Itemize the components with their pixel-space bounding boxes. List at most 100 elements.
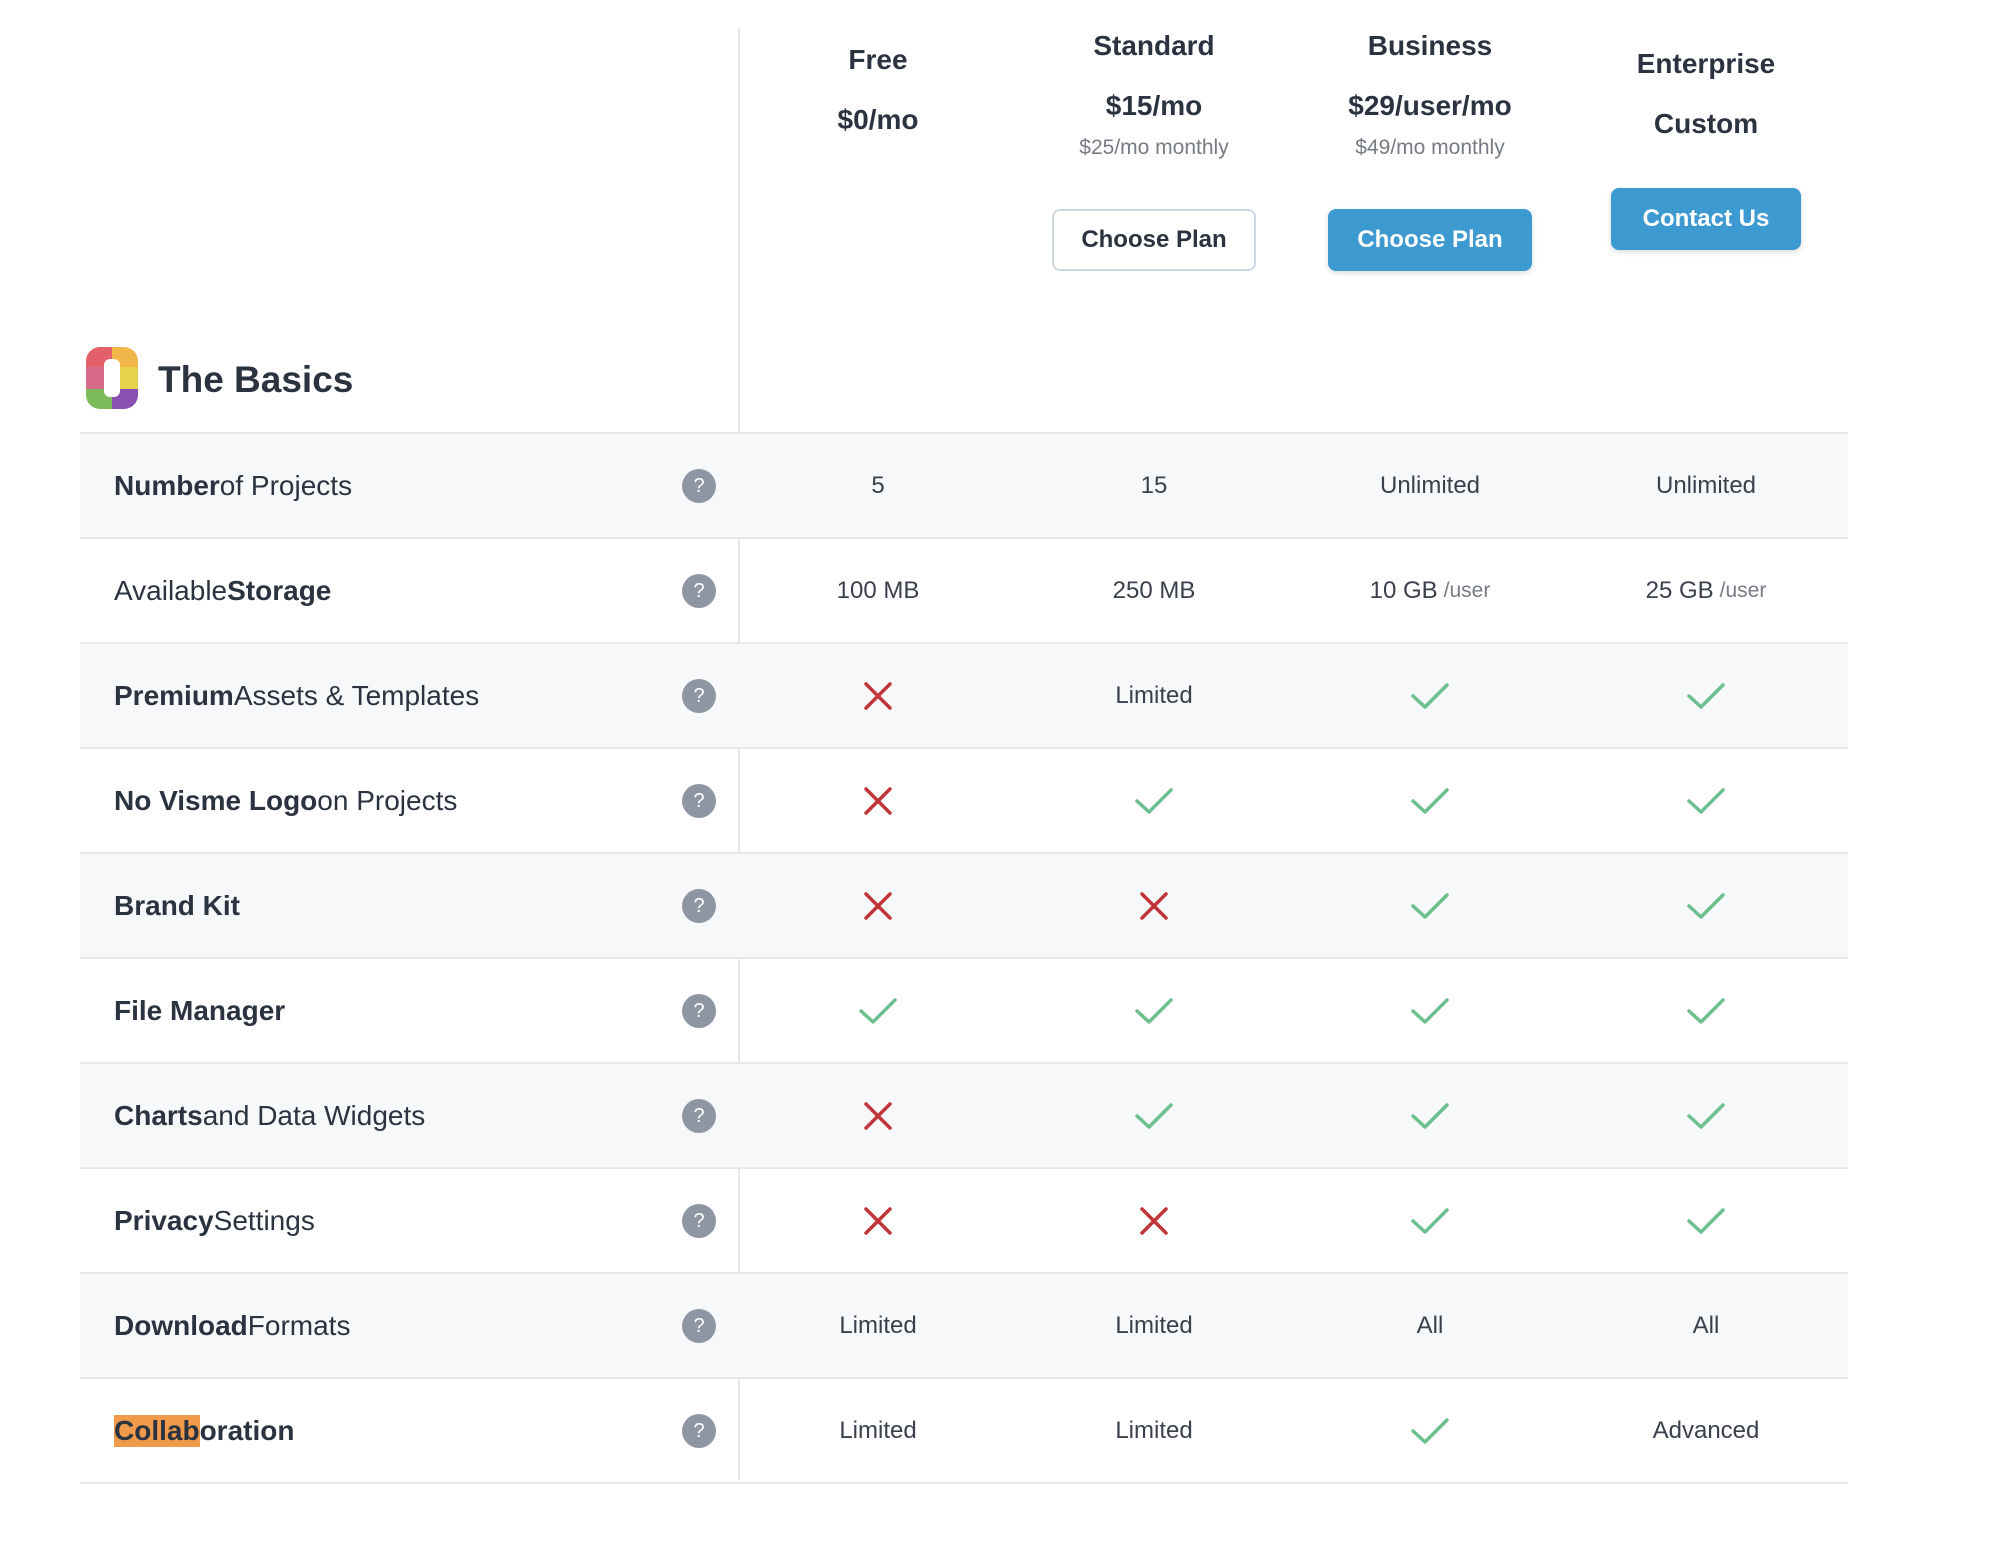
check-icon — [1292, 1064, 1568, 1167]
feature-label: Number of Projects — [114, 434, 352, 537]
plan-name: Standard — [1093, 30, 1215, 61]
plan-price: Custom — [1653, 108, 1759, 139]
plan-header-free: Free $0/mo — [740, 0, 1016, 136]
table-cell: Limited — [740, 1379, 1016, 1482]
table-cell: 15 — [1016, 434, 1292, 537]
feature-label: No Visme Logo on Projects — [114, 749, 457, 852]
check-icon — [1568, 1169, 1844, 1272]
check-icon — [1292, 854, 1568, 957]
feature-label-part: Number — [114, 469, 220, 501]
check-icon — [1292, 644, 1568, 747]
choose-plan-standard-button[interactable]: Choose Plan — [1052, 209, 1256, 271]
check-icon — [1292, 749, 1568, 852]
cross-icon — [1016, 1169, 1292, 1272]
feature-label-part: and Data Widgets — [202, 1099, 426, 1131]
plan-name: Business — [1367, 30, 1493, 61]
table-cell: All — [1568, 1274, 1844, 1377]
table-cell: All — [1292, 1274, 1568, 1377]
feature-label: Download Formats — [114, 1274, 350, 1377]
table-row: File Manager? — [80, 959, 1848, 1064]
check-icon — [1016, 959, 1292, 1062]
question-icon[interactable]: ? — [682, 469, 716, 503]
feature-label: Premium Assets & Templates — [114, 644, 479, 747]
cell-value: Limited — [839, 1416, 917, 1444]
cell-value: Unlimited — [1379, 471, 1481, 499]
cell-value: 250 MB — [1112, 576, 1196, 604]
check-icon — [1292, 959, 1568, 1062]
feature-label-part: on Projects — [317, 784, 458, 816]
feature-label-part: oration — [199, 1414, 295, 1446]
check-icon — [1568, 1064, 1844, 1167]
feature-label-part: Charts — [114, 1099, 203, 1131]
question-icon[interactable]: ? — [682, 1414, 716, 1448]
cross-icon — [740, 749, 1016, 852]
cell-unit: /user — [1719, 578, 1767, 602]
plan-price: $29/user/mo — [1348, 90, 1512, 121]
table-cell: Advanced — [1568, 1379, 1844, 1482]
feature-label: Available Storage — [114, 539, 331, 642]
section-heading: The Basics — [84, 345, 353, 415]
cell-value: Limited — [1115, 681, 1193, 709]
question-icon[interactable]: ? — [682, 994, 716, 1028]
cell-value: 15 — [1140, 471, 1168, 499]
table-cell: 100 MB — [740, 539, 1016, 642]
cross-icon — [740, 644, 1016, 747]
feature-label: Collab oration — [114, 1379, 294, 1482]
table-row: Brand Kit? — [80, 854, 1848, 959]
table-row: Collab oration? Limited Limited Advanced — [80, 1379, 1848, 1484]
feature-label-part: No Visme Logo — [114, 784, 318, 816]
feature-label-part: Brand Kit — [114, 889, 240, 921]
table-cell: 25 GB/user — [1568, 539, 1844, 642]
check-icon — [1568, 749, 1844, 852]
plan-name: Free — [848, 44, 908, 75]
cell-value: Limited — [1115, 1311, 1193, 1339]
cell-value: All — [1692, 1311, 1720, 1339]
table-cell: Unlimited — [1292, 434, 1568, 537]
feature-label-part: Storage — [227, 574, 332, 606]
feature-label-part: Assets & Templates — [233, 679, 480, 711]
column-divider — [738, 28, 740, 1480]
cell-unit: /user — [1443, 578, 1491, 602]
plan-header-business: Business $29/user/mo $49/mo monthly Choo… — [1292, 0, 1568, 271]
cell-value: 25 GB — [1645, 576, 1714, 604]
feature-label-part: Collab — [114, 1414, 200, 1447]
feature-label: Privacy Settings — [114, 1169, 315, 1272]
section-title: The Basics — [158, 359, 354, 400]
table-cell: 250 MB — [1016, 539, 1292, 642]
question-icon[interactable]: ? — [682, 679, 716, 713]
table-row: Privacy Settings? — [80, 1169, 1848, 1274]
plan-monthly-price: $49/mo monthly — [1355, 136, 1505, 159]
question-icon[interactable]: ? — [682, 1099, 716, 1133]
question-icon[interactable]: ? — [682, 1309, 716, 1343]
question-icon[interactable]: ? — [682, 889, 716, 923]
choose-plan-business-button[interactable]: Choose Plan — [1328, 209, 1532, 271]
plan-header-standard: Standard $15/mo $25/mo monthly Choose Pl… — [1016, 0, 1292, 271]
question-icon[interactable]: ? — [682, 1204, 716, 1238]
feature-label-part: Settings — [213, 1204, 315, 1236]
table-row: Charts and Data Widgets? — [80, 1064, 1848, 1169]
feature-label: File Manager — [114, 959, 285, 1062]
table-cell: Limited — [740, 1274, 1016, 1377]
check-icon — [740, 959, 1016, 1062]
cross-icon — [740, 1064, 1016, 1167]
table-row: Download Formats? Limited Limited All All — [80, 1274, 1848, 1379]
table-row: Premium Assets & Templates? Limited — [80, 644, 1848, 749]
cell-value: Unlimited — [1655, 471, 1757, 499]
check-icon — [1568, 644, 1844, 747]
feature-label-part: of Projects — [219, 469, 353, 501]
cell-value: Advanced — [1652, 1416, 1760, 1444]
cross-icon — [740, 854, 1016, 957]
feature-label-part: Download — [114, 1309, 248, 1341]
cell-value: All — [1416, 1311, 1444, 1339]
cell-value: 5 — [871, 471, 885, 499]
table-row: Number of Projects? 5 15 Unlimited Unlimited — [80, 434, 1848, 539]
check-icon — [1568, 854, 1844, 957]
table-cell: Limited — [1016, 644, 1292, 747]
table-row: Available Storage? 100 MB 250 MB 10 GB/user… — [80, 539, 1848, 644]
question-icon[interactable]: ? — [682, 574, 716, 608]
check-icon — [1292, 1169, 1568, 1272]
contact-us-button[interactable]: Contact Us — [1611, 188, 1801, 250]
question-icon[interactable]: ? — [682, 784, 716, 818]
feature-label-part: Formats — [247, 1309, 351, 1341]
visme-logo-icon — [84, 345, 140, 416]
